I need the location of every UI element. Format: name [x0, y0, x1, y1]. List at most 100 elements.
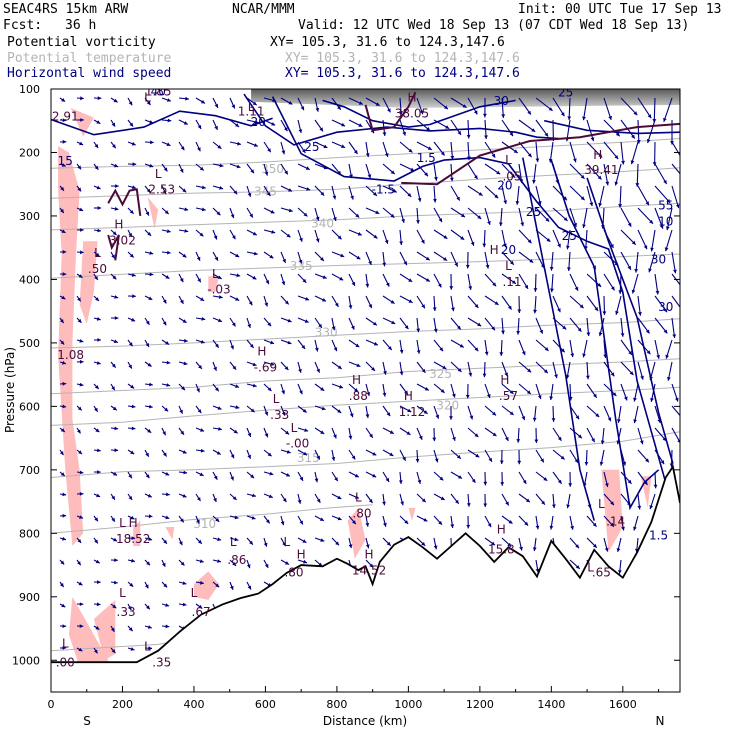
wind-vector-head [249, 344, 254, 348]
wind-vector-head [634, 269, 639, 273]
wind-vector [653, 97, 656, 123]
wind-vector-head [541, 500, 545, 505]
wind-vector-head [96, 120, 101, 124]
pv-shaded-region [70, 108, 94, 137]
wind-vector-head [300, 106, 305, 111]
y-tick-label: 1000 [12, 654, 40, 667]
wind-vector-head [375, 210, 380, 214]
wind-vector-head [79, 515, 83, 519]
wind-vector-head [449, 286, 454, 290]
wind-vector-head [250, 169, 254, 174]
wind-vector-head [425, 278, 430, 282]
wind-vector-head [504, 372, 508, 377]
wind-vector-head [484, 351, 489, 356]
wind-vector-head [197, 278, 201, 283]
field-name-theta: Potential temperature [7, 51, 172, 66]
wind-vector-head [264, 411, 269, 416]
wind-vector-head [598, 153, 603, 158]
wind-vector-head [439, 476, 444, 481]
wind-vector-head [560, 348, 565, 353]
wind-vector-head [389, 430, 394, 434]
wind-vector-head [512, 280, 516, 284]
wind-vector-head [520, 222, 525, 227]
wind-vector-head [165, 341, 170, 345]
wind-vector-head [516, 331, 521, 335]
wind-vector-head [247, 192, 252, 197]
wind-vector [603, 97, 612, 121]
wind-vector-head [264, 171, 269, 176]
wind-vector-head [128, 474, 132, 479]
wind-vector-head [337, 235, 342, 240]
wind-vector-head [535, 158, 540, 163]
wind-vector-head [673, 269, 677, 274]
wind-vector-head [306, 187, 311, 191]
wind-vector [630, 141, 639, 165]
wind-vector-head [265, 280, 269, 285]
wind-vector-head [580, 196, 585, 201]
wind-vector-head [320, 191, 325, 196]
wind-vector-head [433, 328, 438, 333]
wind-vector-head [298, 259, 303, 264]
wind-vector-head [167, 250, 171, 255]
wind-vector-head [501, 114, 506, 118]
theta-contour [51, 318, 680, 349]
wind-vector-head [95, 626, 100, 630]
wind-vector-head [620, 333, 625, 337]
wind-vector-head [288, 208, 293, 213]
wind-vector-head [663, 329, 668, 334]
wind-vector-head [62, 513, 67, 518]
theta-contour-label: 345 [254, 185, 277, 199]
wind-vector-head [320, 538, 325, 542]
wind-vector-head [80, 96, 84, 101]
wind-vector-head [416, 220, 420, 224]
wind-vector-head [149, 163, 154, 168]
wind-vector-head [234, 515, 239, 520]
wind-vector-head [198, 365, 202, 369]
wind-vector [569, 141, 577, 163]
contour-extremum-label: L [212, 267, 219, 281]
wind-vector-head [499, 352, 504, 356]
wind-vector-head [615, 310, 619, 315]
wind-vector-head [579, 304, 584, 309]
wind-vector-head [450, 177, 454, 182]
wind-vector-head [352, 520, 356, 525]
wind-vector-head [614, 155, 619, 159]
contour-extremum-label: H [297, 548, 306, 562]
wind-vector-head [214, 256, 218, 261]
wind-vector-head [501, 330, 505, 335]
contour-extremum-label: 1.11 [238, 105, 265, 119]
wind-vector-head [197, 409, 202, 413]
wind-vector-head [320, 257, 324, 261]
wind-vector-head [382, 501, 386, 506]
contour-extremum-label: H [407, 91, 416, 105]
contour-extremum-label: -.00 [286, 437, 309, 451]
wind-vector-head [636, 140, 641, 144]
wind-vector [635, 251, 639, 273]
wind-vector-head [233, 429, 238, 434]
wind-vector-head [315, 216, 320, 221]
wind-vector-head [284, 300, 289, 305]
wind-vector-head [79, 207, 84, 212]
wind-vector-head [110, 627, 115, 632]
wind-vector-head [131, 404, 136, 409]
wind-vector-head [365, 522, 370, 527]
wind-vector-head [149, 272, 154, 277]
wind-vector [671, 251, 677, 274]
wind-vector [614, 163, 622, 186]
wind-vector-head [638, 312, 642, 316]
contour-extremum-label: H [593, 148, 602, 162]
wind-vector-head [182, 253, 187, 258]
wind-vector-head [114, 580, 118, 585]
wind-vector-head [230, 454, 235, 459]
wind-vector-head [95, 428, 100, 433]
wind-vector-head [573, 158, 577, 163]
contour-extremum-label: L [587, 560, 594, 574]
wind-vector-head [146, 605, 150, 610]
wind-vector-head [79, 382, 84, 387]
wind-vector-head [162, 321, 167, 326]
wind-vector-head [424, 387, 429, 391]
wind-vector-head [162, 190, 167, 195]
wind-vector [666, 207, 673, 231]
wind-vector [637, 119, 640, 144]
wind-vector-head [232, 365, 237, 370]
